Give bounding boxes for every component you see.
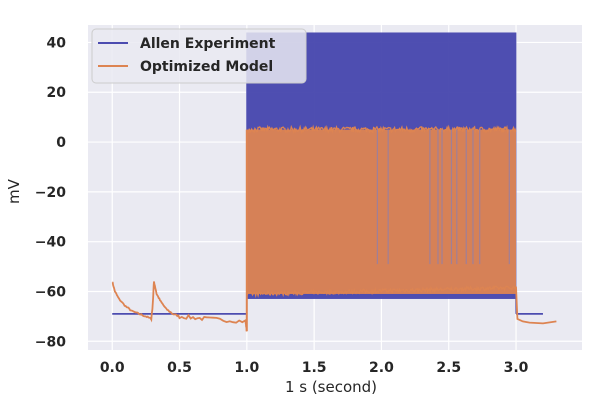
x-tick-label: 0.5: [167, 360, 192, 376]
y-axis-label: mV: [5, 178, 23, 204]
y-tick-label: −60: [35, 284, 66, 300]
legend-box: [91, 28, 307, 84]
x-tick-label: 1.5: [302, 360, 327, 376]
series-optimized-model-band: [246, 129, 517, 294]
legend: Allen Experiment Optimized Model: [91, 28, 307, 84]
x-axis-label: 1 s (second): [285, 378, 377, 396]
x-tick-label: 0.0: [100, 360, 125, 376]
series-layer: [111, 32, 557, 332]
legend-label-optimized-model: Optimized Model: [140, 59, 273, 75]
y-tick-label: 20: [47, 85, 67, 101]
x-tick-label: 1.0: [234, 360, 259, 376]
x-tick-label: 2.0: [369, 360, 394, 376]
y-tick-label: 40: [47, 35, 67, 51]
series-optimized-model-post: [515, 286, 557, 325]
series-optimized-model-troughs: [246, 285, 517, 299]
legend-label-allen-experiment: Allen Experiment: [140, 36, 276, 52]
y-tick-label: 0: [56, 135, 66, 151]
y-tick-label: −40: [35, 235, 66, 251]
y-tick-label: −80: [35, 334, 66, 350]
x-tick-label: 3.0: [504, 360, 529, 376]
tick-labels: 0.0 0.5 1.0 1.5 2.0 2.5 3.0 40 20 0 −20 −40 −60 −80: [35, 35, 529, 376]
y-tick-label: −20: [35, 185, 66, 201]
series-optimized-model-peaks: [246, 124, 517, 135]
series-optimized-model-pre: [111, 281, 248, 332]
x-tick-label: 2.5: [436, 360, 461, 376]
